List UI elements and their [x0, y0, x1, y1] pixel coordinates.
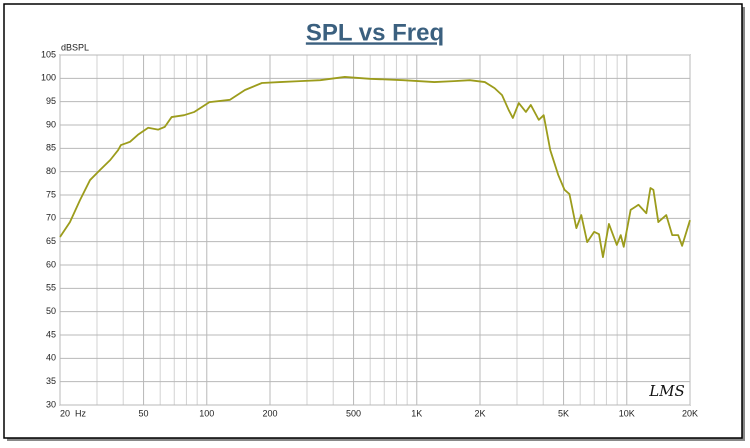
y-tick-label: 40: [46, 353, 56, 363]
data-line: [59, 76, 691, 258]
y-tick-label: 75: [46, 189, 56, 199]
y-tick-label: 95: [46, 96, 56, 106]
plot-area: [59, 54, 691, 406]
x-tick-label: 10K: [619, 408, 635, 418]
watermark: LMS: [648, 382, 685, 400]
x-tick-label: 20K: [682, 408, 698, 418]
y-tick-label: 45: [46, 329, 56, 339]
marks: [59, 76, 691, 258]
y-tick-label: 35: [46, 376, 56, 386]
x-tick-label: 5K: [558, 408, 569, 418]
y-tick-label: 60: [46, 259, 56, 269]
y-tick-label: 70: [46, 213, 56, 223]
y-tick-label: 105: [41, 49, 56, 59]
x-tick-label: 500: [346, 408, 361, 418]
x-tick-label: 100: [199, 408, 214, 418]
y-tick-label: 65: [46, 236, 56, 246]
y-tick-label: 85: [46, 143, 56, 153]
x-tick-label: 200: [262, 408, 277, 418]
x-tick-label: 2K: [474, 408, 485, 418]
y-tick-label: 55: [46, 283, 56, 293]
x-tick-label: 50: [139, 408, 149, 418]
y-tick-label: 90: [46, 119, 56, 129]
grid: 30 35 40 45 50 55 60 65 70 75 80 85 90 95 100 105 20 Hz 5…: [41, 49, 698, 418]
x-tick-label: 20 Hz: [60, 408, 87, 418]
chart-title: SPL vs Freq: [306, 19, 444, 46]
y-tick-label: 100: [41, 73, 56, 83]
y-tick-label: 30: [46, 399, 56, 409]
x-tick-label: 1K: [411, 408, 422, 418]
y-axis-label: dBSPL: [61, 42, 89, 52]
y-tick-label: 80: [46, 166, 56, 176]
y-tick-label: 50: [46, 306, 56, 316]
